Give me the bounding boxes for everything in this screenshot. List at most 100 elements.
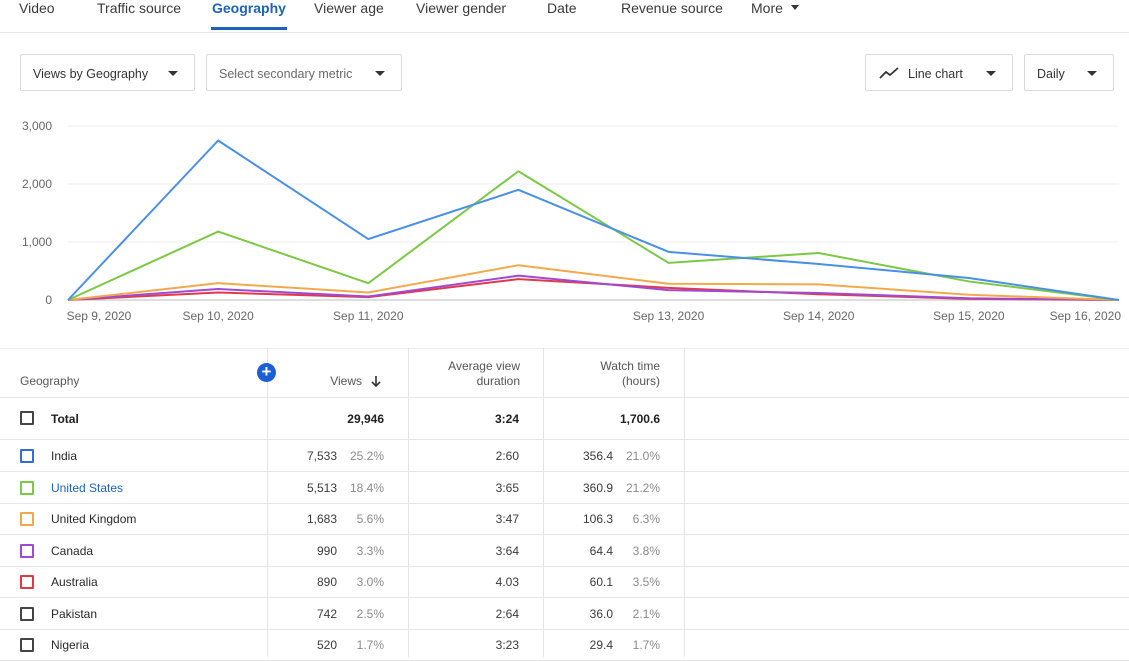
metric-dropdown-label: Views by Geography: [33, 67, 149, 81]
interval-dropdown[interactable]: Daily: [1024, 54, 1114, 91]
views-percent: 2.5%: [356, 606, 384, 621]
table-row[interactable]: Pakistan 742 2.5% 2:64 36.0 2.1%: [0, 598, 1129, 630]
watch-time-percent: 3.5%: [632, 575, 660, 589]
x-tick-label: Sep 15, 2020: [933, 309, 1005, 323]
series-line[interactable]: [67, 274, 1120, 301]
watch-time-percent: 21.2%: [625, 480, 660, 495]
country-name: United Kingdom: [51, 512, 137, 526]
header-avd-line1: Average view: [448, 359, 520, 373]
add-column-icon[interactable]: +: [257, 363, 276, 382]
tab-viewer-gender[interactable]: Viewer gender: [416, 0, 507, 16]
header-views[interactable]: Views: [330, 374, 362, 388]
views-value: 5,513: [306, 480, 337, 495]
watch-time-value: 356.4: [582, 449, 613, 463]
views-value: 890: [316, 575, 337, 589]
watch-time-percent: 21.0%: [625, 449, 660, 463]
chevron-down-icon: [1087, 71, 1097, 76]
chart-type-dropdown[interactable]: Line chart: [865, 54, 1013, 91]
row-checkbox[interactable]: [20, 449, 34, 463]
y-tick-label: 1,000: [22, 235, 52, 249]
secondary-metric-dropdown[interactable]: Select secondary metric: [206, 54, 402, 91]
header-avg-view-duration[interactable]: Average view duration: [420, 359, 520, 389]
row-checkbox[interactable]: [20, 543, 34, 558]
x-tick-label: Sep 11, 2020: [333, 309, 404, 323]
x-tick-label: Sep 14, 2020: [783, 309, 855, 323]
row-checkbox[interactable]: [20, 638, 34, 652]
tab-video[interactable]: Video: [19, 0, 55, 16]
series-line[interactable]: [67, 139, 1120, 301]
x-tick-label: Sep 16, 2020: [1050, 309, 1122, 323]
watch-time-value: 60.1: [589, 575, 613, 589]
report-tabs: Video Traffic source Geography Viewer ag…: [0, 0, 1129, 33]
interval-label: Daily: [1037, 67, 1065, 81]
y-tick-label: 2,000: [22, 177, 52, 191]
table-row[interactable]: Nigeria 520 1.7% 3:23 29.4 1.7%: [0, 629, 1129, 661]
views-percent: 25.2%: [349, 449, 384, 463]
views-value: 1,683: [306, 512, 337, 526]
x-tick-label: Sep 9, 2020: [67, 309, 132, 323]
tab-revenue-source[interactable]: Revenue source: [621, 0, 723, 16]
tab-more[interactable]: More: [751, 0, 799, 30]
header-avd-line2: duration: [476, 374, 520, 388]
x-tick-label: Sep 13, 2020: [633, 309, 705, 323]
row-checkbox[interactable]: [20, 575, 34, 589]
chart-type-label: Line chart: [908, 67, 963, 81]
x-tick-label: Sep 10, 2020: [182, 309, 254, 323]
country-name: Nigeria: [51, 638, 90, 652]
views-percent: 3.0%: [356, 575, 384, 589]
views-percent: 18.4%: [349, 480, 384, 495]
tab-date[interactable]: Date: [547, 0, 577, 16]
chevron-down-icon: [375, 71, 385, 76]
series-line[interactable]: [67, 170, 1120, 301]
views-value: 990: [316, 543, 337, 558]
country-name[interactable]: United States: [51, 480, 124, 495]
chevron-down-icon: [986, 71, 996, 76]
header-watch-time[interactable]: Watch time (hours): [560, 359, 660, 389]
table-row[interactable]: United Kingdom 1,683 5.6% 3:47 106.3 6.3%: [0, 503, 1129, 535]
row-checkbox[interactable]: [20, 512, 34, 526]
avg-view-duration-value: 3:64: [495, 543, 519, 558]
table-row[interactable]: United States 5,513 18.4% 3:65 360.9 21.2%: [0, 472, 1129, 504]
watch-time-percent: 2.1%: [632, 606, 660, 621]
total-avd: 3:24: [494, 412, 519, 426]
avg-view-duration-value: 2:60: [495, 449, 519, 463]
views-value: 742: [316, 606, 337, 621]
y-tick-label: 3,000: [22, 119, 52, 133]
avg-view-duration-value: 3:65: [495, 480, 519, 495]
table-row[interactable]: Canada 990 3.3% 3:64 64.4 3.8%: [0, 535, 1129, 567]
tab-viewer-age[interactable]: Viewer age: [314, 0, 384, 16]
watch-time-value: 360.9: [582, 480, 613, 495]
tab-traffic-source[interactable]: Traffic source: [97, 0, 182, 16]
header-geography[interactable]: Geography: [20, 374, 80, 388]
views-percent: 5.6%: [356, 512, 384, 526]
watch-time-percent: 1.7%: [632, 638, 660, 652]
views-percent: 1.7%: [356, 638, 384, 652]
avg-view-duration-value: 2:64: [495, 606, 519, 621]
table-row[interactable]: India 7,533 25.2% 2:60 356.4 21.0%: [0, 440, 1129, 472]
avg-view-duration-value: 3:23: [495, 638, 519, 652]
watch-time-percent: 3.8%: [632, 543, 660, 558]
watch-time-value: 106.3: [582, 512, 613, 526]
tab-geography[interactable]: Geography: [211, 0, 287, 30]
chevron-down-icon: [168, 71, 178, 76]
header-wt-line1: Watch time: [600, 359, 660, 373]
tab-more-label: More: [751, 0, 783, 16]
table-header: [0, 348, 1129, 398]
views-value: 7,533: [306, 449, 337, 463]
series-line[interactable]: [67, 264, 1120, 301]
watch-time-value: 64.4: [589, 543, 613, 558]
total-views: 29,946: [347, 412, 384, 426]
avg-view-duration-value: 4.03: [495, 575, 519, 589]
views-percent: 3.3%: [356, 543, 384, 558]
header-wt-line2: (hours): [621, 374, 660, 388]
row-checkbox[interactable]: [20, 480, 34, 495]
row-checkbox[interactable]: [20, 606, 34, 621]
table-row[interactable]: Australia 890 3.0% 4.03 60.1 3.5%: [0, 566, 1129, 598]
metric-dropdown[interactable]: Views by Geography: [20, 54, 195, 91]
country-name: Australia: [51, 575, 98, 589]
total-watch-time: 1,700.6: [619, 412, 660, 426]
total-checkbox[interactable]: [20, 411, 34, 425]
watch-time-value: 29.4: [589, 638, 613, 652]
sort-descending-icon[interactable]: [371, 375, 381, 387]
views-line-chart: 0 1,000 2,000 3,000 Sep 9, 2020 Sep 10, 2020 S…: [22, 119, 1122, 323]
